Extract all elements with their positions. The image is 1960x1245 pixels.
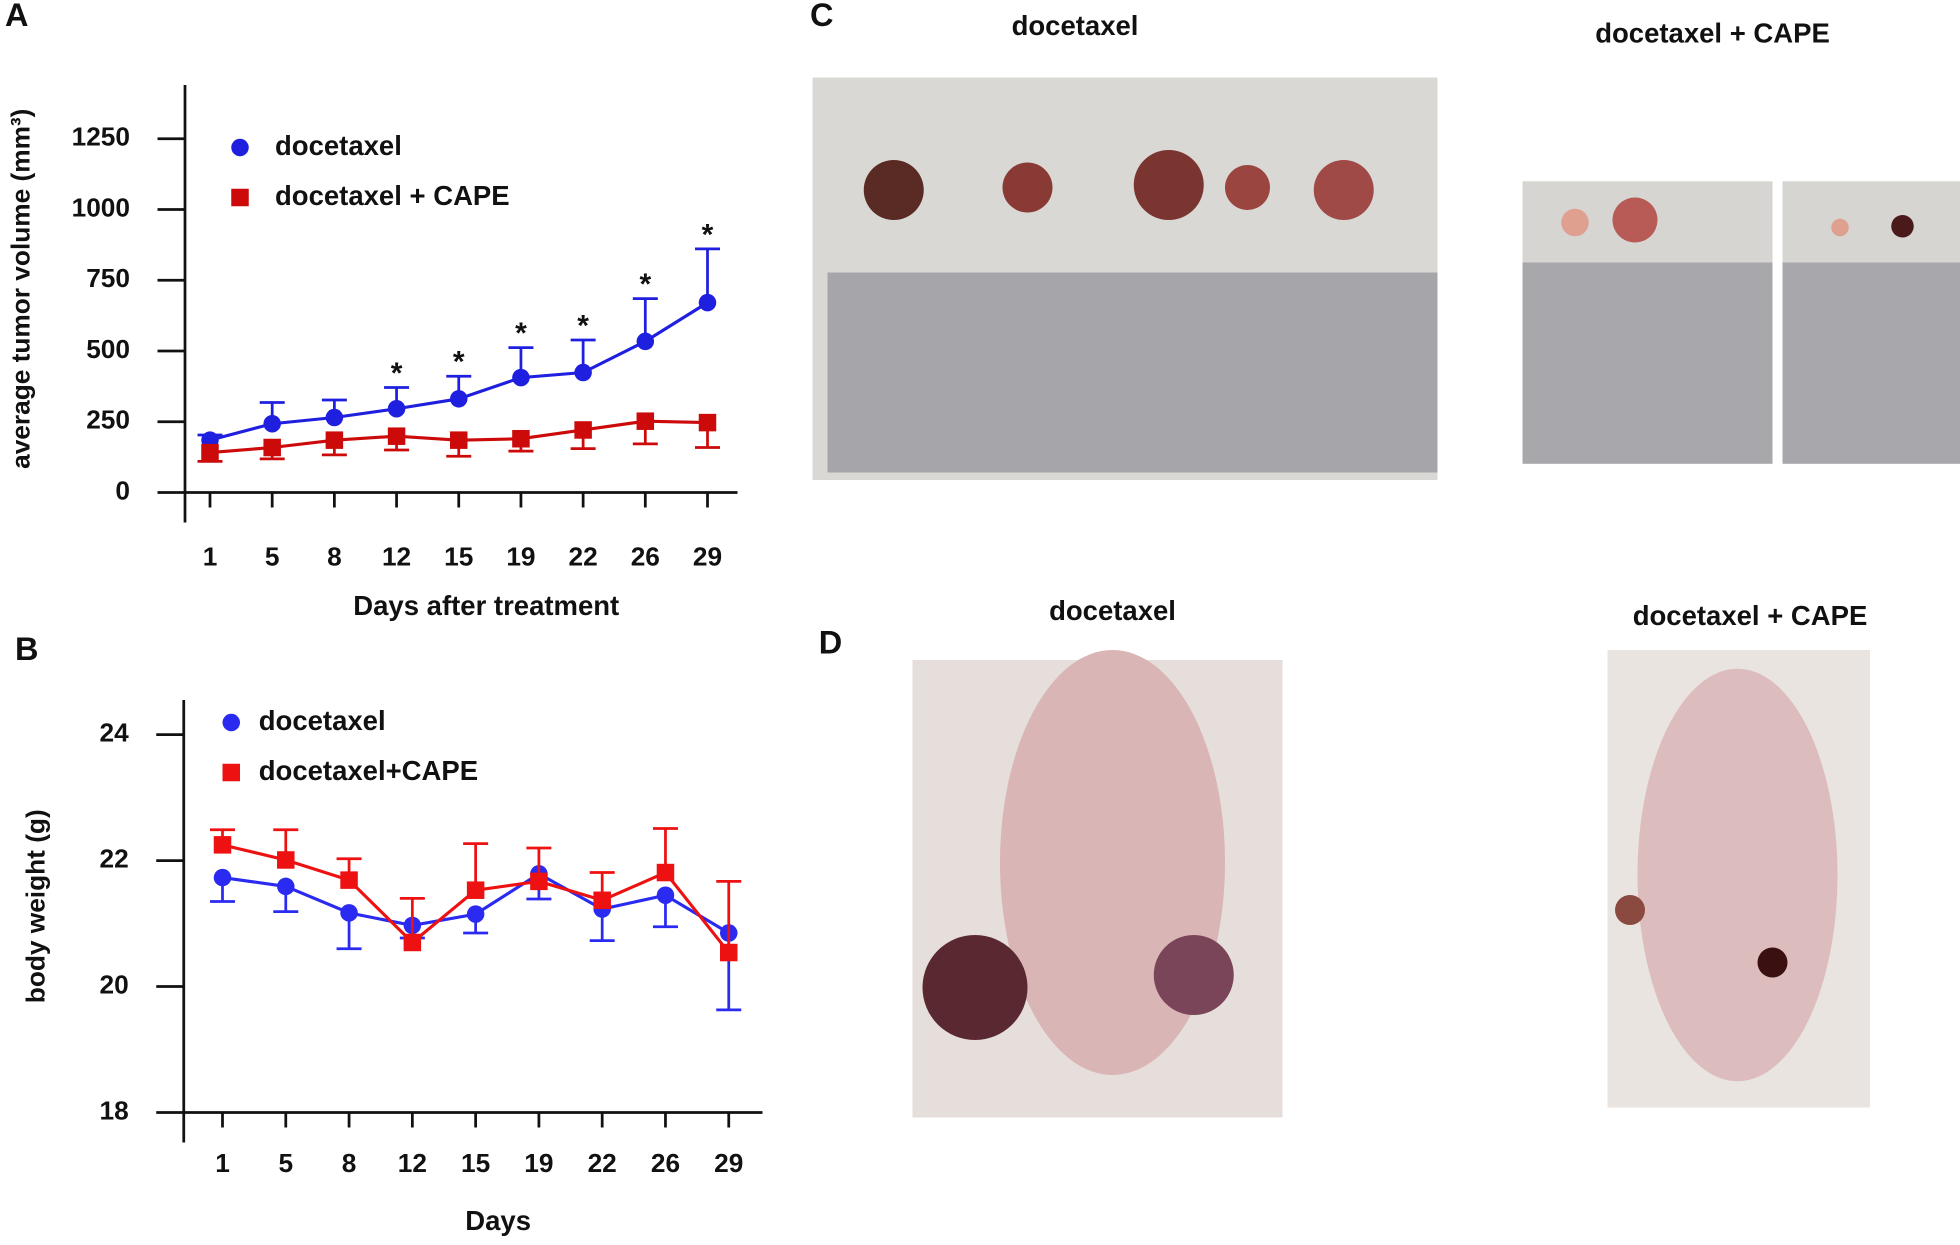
point <box>326 409 344 427</box>
x-tick-label: 1 <box>203 542 218 572</box>
y-tick-label: 0 <box>115 475 130 505</box>
point <box>340 871 358 889</box>
point <box>574 364 592 382</box>
point <box>404 934 422 952</box>
significance-mark: * <box>702 218 714 251</box>
x-axis-label: Days after treatment <box>353 590 619 621</box>
point <box>720 944 738 962</box>
x-tick-label: 1 <box>215 1148 230 1178</box>
y-tick-label: 24 <box>100 718 130 748</box>
point <box>388 427 406 445</box>
point <box>277 878 295 896</box>
significance-mark: * <box>639 268 651 301</box>
panel-label: A <box>5 0 28 33</box>
photo-tumors-cape <box>1523 181 1960 464</box>
point <box>450 390 468 408</box>
y-tick-label: 22 <box>100 844 129 874</box>
y-tick-label: 18 <box>100 1095 129 1125</box>
panel-label: C <box>810 0 833 33</box>
legend-label: docetaxel + CAPE <box>275 180 510 211</box>
point <box>512 369 530 387</box>
x-tick-label: 15 <box>444 542 473 572</box>
x-tick-label: 22 <box>588 1148 617 1178</box>
point <box>593 892 611 910</box>
point <box>214 836 232 854</box>
point <box>467 905 485 923</box>
point <box>388 400 406 418</box>
point <box>637 333 655 351</box>
x-tick-label: 5 <box>265 542 280 572</box>
y-axis-label: average tumor volume (mm³) <box>5 109 35 469</box>
legend-marker <box>223 714 241 732</box>
point <box>214 869 232 887</box>
y-tick-label: 500 <box>86 334 130 364</box>
y-tick-label: 1250 <box>72 122 130 152</box>
x-tick-label: 8 <box>342 1148 357 1178</box>
legend-marker <box>231 189 249 207</box>
point <box>201 444 219 462</box>
significance-mark: * <box>391 357 403 390</box>
y-tick-label: 250 <box>86 405 130 435</box>
point <box>467 881 485 899</box>
legend-marker <box>223 764 241 782</box>
point <box>699 414 717 432</box>
legend-marker <box>231 139 249 157</box>
point <box>574 421 592 439</box>
y-axis-label: body weight (g) <box>20 809 50 1003</box>
point <box>263 439 281 457</box>
x-tick-label: 19 <box>506 542 535 572</box>
point <box>657 886 675 904</box>
y-tick-label: 750 <box>86 263 130 293</box>
panel-label: D <box>819 625 842 661</box>
photo-title: docetaxel <box>1012 10 1139 41</box>
x-tick-label: 29 <box>693 542 722 572</box>
y-tick-label: 20 <box>100 969 129 999</box>
legend-label: docetaxel+CAPE <box>259 755 478 786</box>
x-axis-label: Days <box>465 1205 531 1236</box>
point <box>450 431 468 449</box>
photo-title: docetaxel + CAPE <box>1633 600 1868 631</box>
point <box>263 415 281 433</box>
x-tick-label: 26 <box>651 1148 680 1178</box>
significance-mark: * <box>577 309 589 342</box>
significance-mark: * <box>515 317 527 350</box>
panel-label: B <box>15 631 38 667</box>
photo-title: docetaxel + CAPE <box>1595 17 1830 48</box>
point <box>512 430 530 448</box>
y-tick-label: 1000 <box>72 192 130 222</box>
photo-mouse-docetaxel <box>913 650 1283 1118</box>
point <box>530 873 548 891</box>
point <box>277 851 295 869</box>
x-tick-label: 12 <box>398 1148 427 1178</box>
legend-label: docetaxel <box>259 705 386 736</box>
point <box>326 431 344 449</box>
x-tick-label: 12 <box>382 542 411 572</box>
point <box>340 904 358 922</box>
point <box>699 294 717 312</box>
x-tick-label: 5 <box>278 1148 293 1178</box>
point <box>657 864 675 882</box>
point <box>637 412 655 430</box>
x-tick-label: 22 <box>569 542 598 572</box>
x-tick-label: 15 <box>461 1148 490 1178</box>
x-tick-label: 19 <box>524 1148 553 1178</box>
photo-tumors-docetaxel <box>813 78 1438 481</box>
legend-label: docetaxel <box>275 130 402 161</box>
significance-mark: * <box>453 346 465 379</box>
x-tick-label: 8 <box>327 542 342 572</box>
x-tick-label: 26 <box>631 542 660 572</box>
photo-title: docetaxel <box>1049 595 1176 626</box>
x-tick-label: 29 <box>714 1148 743 1178</box>
photo-mouse-cape <box>1608 650 1871 1108</box>
